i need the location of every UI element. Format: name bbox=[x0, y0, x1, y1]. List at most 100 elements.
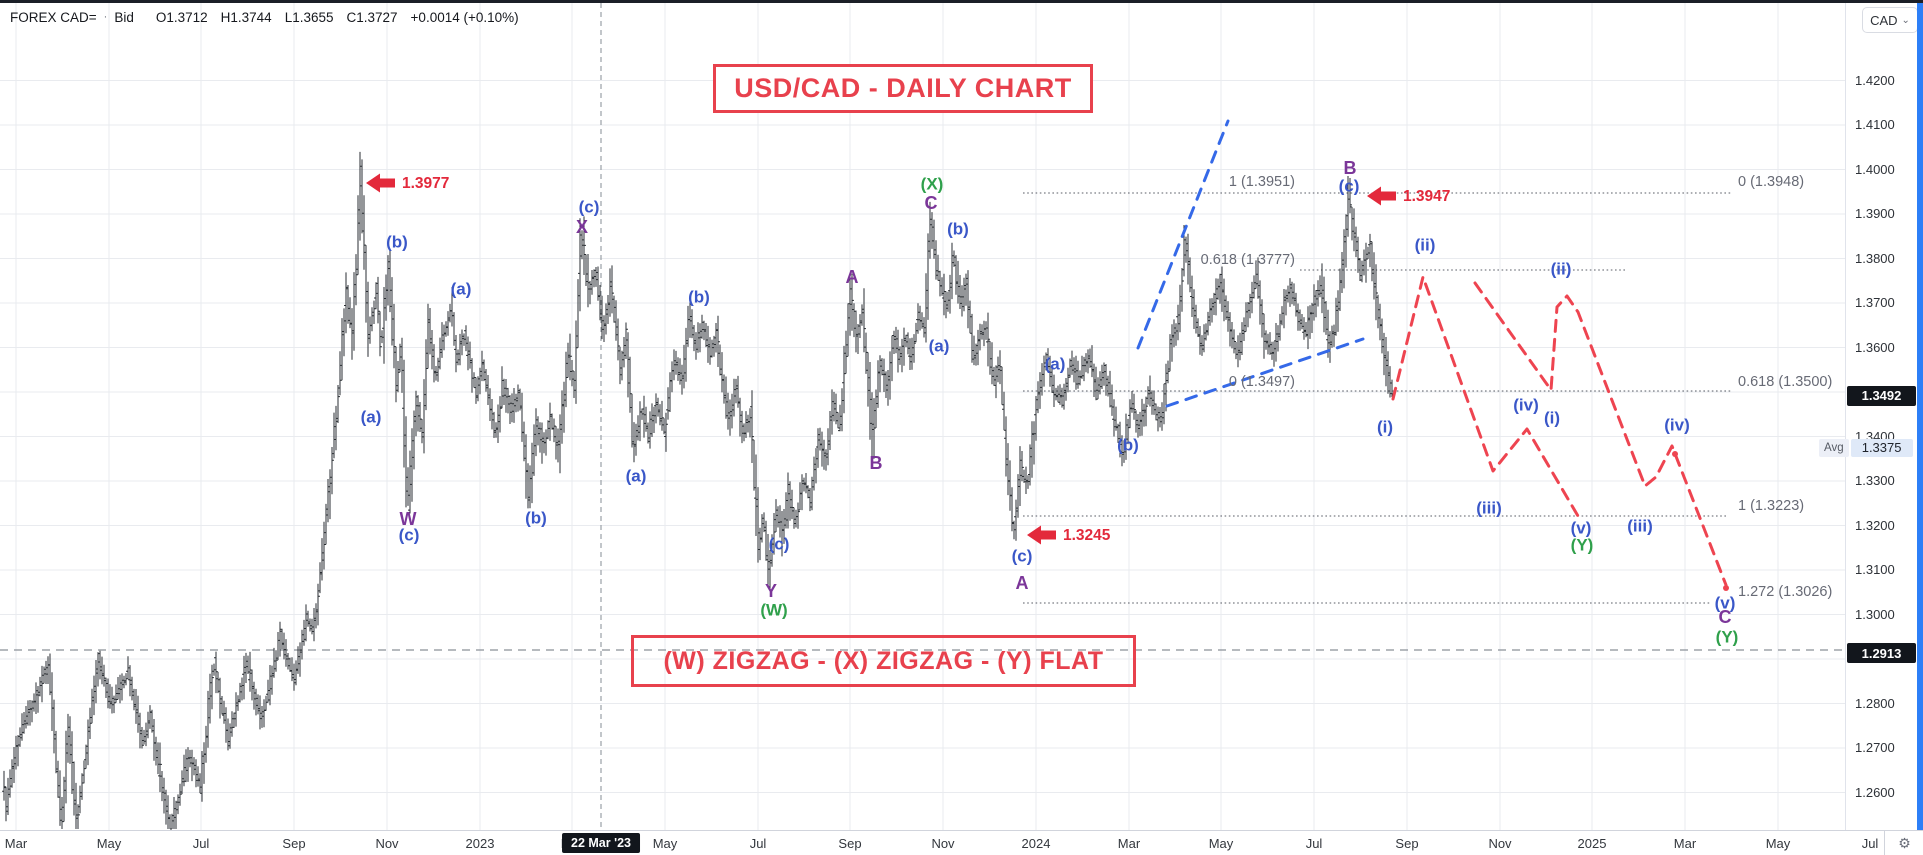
time-tick-label: May bbox=[1765, 836, 1791, 851]
gear-icon: ⚙ bbox=[1898, 834, 1911, 851]
level-price-badge: 1.2913 bbox=[1847, 643, 1916, 664]
svg-text:(iv): (iv) bbox=[1664, 415, 1690, 434]
time-tick-label: May bbox=[96, 836, 122, 851]
svg-text:Y: Y bbox=[765, 581, 777, 601]
blue-dashed-trendlines[interactable] bbox=[1136, 119, 1365, 408]
price-tick-label: 1.2700 bbox=[1855, 740, 1895, 755]
crosshair-date-badge: 22 Mar '23 bbox=[562, 833, 640, 853]
elliott-wave-labels[interactable]: (a)(b)W(c)(a)(b)(c)X(a)(b)(c)Y(W)ABC(X)(… bbox=[361, 158, 1739, 647]
svg-text:(i): (i) bbox=[1544, 408, 1560, 427]
svg-text:(v): (v) bbox=[1715, 593, 1736, 612]
time-tick-label: Sep bbox=[282, 836, 306, 851]
price-arrow-annotations[interactable]: 1.3977 1.3245 1.3947 bbox=[366, 173, 1450, 545]
symbol-info-bar[interactable]: FOREX CAD= · Bid O1.3712 H1.3744 L1.3655 C1… bbox=[10, 7, 532, 27]
ohlc-quote-values: O1.3712 H1.3744 L1.3655 C1.3727 +0.0014 (+0.… bbox=[156, 10, 532, 25]
svg-text:1.3245: 1.3245 bbox=[1063, 527, 1111, 544]
avg-price-badge: 1.3375 bbox=[1850, 438, 1913, 457]
price-tick-label: 1.2600 bbox=[1855, 784, 1895, 800]
red-projection-path[interactable] bbox=[1391, 275, 1729, 591]
window-top-edge bbox=[0, 0, 1923, 3]
pattern-annotation-box[interactable]: (W) ZIGZAG - (X) ZIGZAG - (Y) FLAT bbox=[631, 635, 1136, 687]
market-side-label: Bid bbox=[114, 9, 134, 25]
symbol-name: FOREX CAD= bbox=[10, 9, 97, 25]
svg-text:(ii): (ii) bbox=[1415, 235, 1436, 254]
time-tick-label: Nov bbox=[931, 836, 955, 851]
svg-text:(a): (a) bbox=[929, 336, 950, 355]
svg-text:(a): (a) bbox=[626, 466, 647, 485]
time-tick-label: Jul bbox=[192, 836, 210, 851]
time-tick-label: Jul bbox=[749, 836, 767, 851]
svg-text:C: C bbox=[925, 193, 938, 213]
quote-part: H1.3744 bbox=[220, 9, 272, 25]
svg-text:0.618 (1.3777): 0.618 (1.3777) bbox=[1201, 252, 1295, 268]
price-axis[interactable]: 1.4200 1.4100 1.4000 1.3900 1.3800 1.3700 1.36… bbox=[1845, 3, 1918, 830]
time-tick-label: 2023 bbox=[465, 836, 495, 851]
svg-text:(a): (a) bbox=[1045, 354, 1066, 373]
svg-text:(W): (W) bbox=[760, 600, 787, 619]
price-tick-label: 1.3100 bbox=[1855, 562, 1895, 577]
svg-text:(iv): (iv) bbox=[1513, 395, 1539, 414]
chevron-down-icon: ⌄ bbox=[1901, 14, 1910, 26]
svg-text:(c): (c) bbox=[1012, 546, 1033, 565]
price-tick-label: 1.3000 bbox=[1855, 606, 1895, 622]
time-tick-label: May bbox=[652, 836, 678, 851]
svg-text:(b): (b) bbox=[947, 219, 969, 238]
left-arrow-icon bbox=[1367, 186, 1396, 206]
axis-settings-button[interactable]: ⚙ bbox=[1884, 831, 1923, 855]
svg-text:(i): (i) bbox=[1377, 417, 1393, 436]
svg-text:(Y): (Y) bbox=[1571, 535, 1594, 554]
time-tick-label: Nov bbox=[375, 836, 399, 851]
time-tick-label: Sep bbox=[1395, 836, 1419, 851]
svg-text:B: B bbox=[1344, 158, 1357, 178]
price-tick-label: 1.2800 bbox=[1855, 695, 1895, 711]
window-edge-accent bbox=[1917, 3, 1923, 830]
svg-text:(X): (X) bbox=[921, 174, 944, 193]
svg-text:(b): (b) bbox=[386, 232, 408, 251]
title-annotation-box[interactable]: USD/CAD - DAILY CHART bbox=[713, 64, 1093, 113]
fibonacci-level-labels: 1 (1.3951) 0.618 (1.3777) 0 (1.3497) 0 (1.3… bbox=[1201, 174, 1833, 600]
svg-text:(a): (a) bbox=[361, 407, 382, 426]
svg-text:1.3947: 1.3947 bbox=[1403, 188, 1450, 205]
price-tick-label: 1.3200 bbox=[1855, 517, 1895, 533]
svg-text:A: A bbox=[1016, 573, 1029, 593]
svg-text:B: B bbox=[870, 453, 883, 473]
time-tick-label: Sep bbox=[838, 836, 862, 851]
svg-text:(iii): (iii) bbox=[1627, 516, 1653, 535]
grid-lines bbox=[0, 3, 1845, 830]
svg-text:1.3977: 1.3977 bbox=[402, 175, 449, 192]
svg-text:1 (1.3951): 1 (1.3951) bbox=[1229, 174, 1295, 190]
svg-text:(v): (v) bbox=[1571, 518, 1592, 537]
time-tick-label: 2025 bbox=[1577, 836, 1607, 851]
svg-text:(iii): (iii) bbox=[1476, 498, 1502, 517]
svg-text:(c): (c) bbox=[399, 525, 420, 544]
price-tick-label: 1.4000 bbox=[1855, 161, 1895, 177]
price-tick-label: 1.3800 bbox=[1855, 250, 1895, 266]
quote-part: +0.0014 (+0.10%) bbox=[410, 9, 519, 25]
price-tick-label: 1.3900 bbox=[1855, 206, 1895, 221]
avg-label-chip: Avg bbox=[1819, 438, 1849, 457]
svg-text:(b): (b) bbox=[525, 508, 547, 527]
time-tick-label: Mar bbox=[1117, 836, 1141, 851]
time-tick-label: Jul bbox=[1305, 836, 1323, 851]
svg-text:(b): (b) bbox=[1117, 435, 1139, 454]
time-tick-label: May bbox=[1208, 836, 1234, 851]
avg-price-row: Avg 1.3375 bbox=[1819, 438, 1913, 457]
svg-text:1 (1.3223): 1 (1.3223) bbox=[1738, 498, 1804, 514]
svg-text:0 (1.3497): 0 (1.3497) bbox=[1229, 374, 1295, 390]
currency-label: CAD bbox=[1870, 12, 1898, 28]
currency-selector-button[interactable]: CAD ⌄ bbox=[1862, 7, 1918, 33]
separator-dot: · bbox=[103, 11, 108, 23]
quote-part: O1.3712 bbox=[155, 9, 208, 25]
price-tick-label: 1.4200 bbox=[1855, 72, 1895, 88]
quote-part: L1.3655 bbox=[284, 9, 334, 25]
time-axis[interactable]: 22 Mar '23 Mar May Jul Sep Nov 2023 Mar May Jul S… bbox=[0, 830, 1923, 855]
svg-text:(c): (c) bbox=[769, 534, 790, 553]
ohlc-bars[interactable] bbox=[2, 151, 1394, 830]
fibonacci-level-lines[interactable] bbox=[1023, 192, 1732, 604]
price-tick-label: 1.3700 bbox=[1855, 295, 1895, 310]
time-tick-label: Mar bbox=[4, 836, 28, 851]
svg-text:(c): (c) bbox=[579, 197, 600, 216]
time-tick-label: Jul bbox=[1861, 836, 1879, 851]
